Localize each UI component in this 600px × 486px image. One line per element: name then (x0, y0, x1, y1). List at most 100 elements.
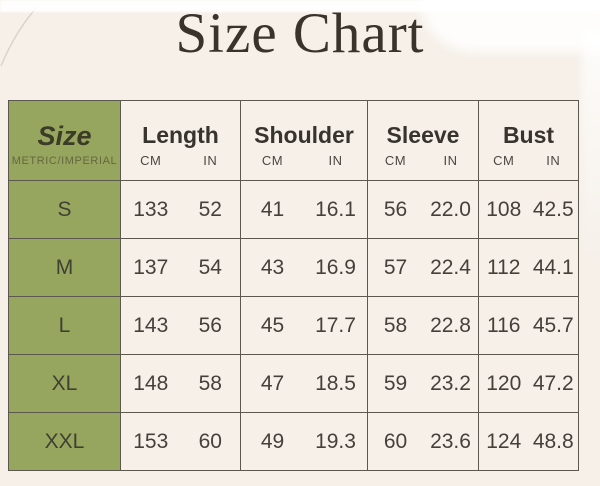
measurement-value: 116 (487, 313, 521, 337)
unit-cm-label: CM (384, 152, 407, 168)
length-units: CM IN (121, 153, 240, 168)
unit-in-label: IN (443, 152, 458, 168)
measurement-value: 22.4 (430, 255, 471, 279)
shoulder-cm-in-pair: 47 18.5 (241, 372, 367, 396)
measurement-value: 60 (198, 429, 222, 453)
shoulder-column-header: Shoulder CM IN (240, 100, 368, 181)
measurement-value: 120 (486, 371, 522, 395)
shoulder-cm-in-pair: 49 19.3 (241, 430, 367, 454)
sleeve-value-cell: 59 23.2 (367, 354, 479, 413)
size-chart-table: Size METRIC/IMPERIAL Length CM IN Should… (8, 100, 579, 471)
measurement-value: 16.9 (315, 255, 356, 279)
measurement-value: 17.7 (315, 313, 356, 337)
length-header-label: Length (142, 121, 219, 148)
unit-in-label: IN (328, 152, 343, 168)
sleeve-cm-in-pair: 57 22.4 (368, 256, 478, 280)
length-cm-in-pair: 137 54 (121, 256, 240, 280)
right-edge-glow (582, 30, 600, 270)
measurement-value: 45 (260, 313, 285, 337)
page-title: Size Chart (175, 2, 425, 65)
measurement-value: 16.1 (315, 197, 356, 221)
bust-cm-in-pair: 120 47.2 (479, 372, 578, 396)
unit-cm-label: CM (140, 152, 162, 168)
size-cell: XL (8, 354, 121, 413)
shoulder-value-cell: 43 16.9 (240, 238, 368, 297)
bust-units: CM IN (479, 153, 578, 168)
sleeve-cm-in-pair: 59 23.2 (368, 372, 478, 396)
bust-value-cell: 120 47.2 (478, 354, 579, 413)
top-white-strip (0, 0, 600, 12)
shoulder-units: CM IN (241, 153, 367, 168)
shoulder-value-cell: 49 19.3 (240, 412, 368, 471)
measurement-value: 59 (383, 371, 408, 395)
shoulder-cm-in-pair: 43 16.9 (241, 256, 367, 280)
measurement-value: 22.8 (430, 313, 471, 337)
sleeve-cm-in-pair: 56 22.0 (368, 198, 478, 222)
measurement-value: 19.3 (315, 429, 356, 453)
size-cell: L (8, 296, 121, 355)
shoulder-value-cell: 47 18.5 (240, 354, 368, 413)
measurement-value: 23.2 (430, 371, 471, 395)
length-cm-in-pair: 133 52 (121, 198, 240, 222)
length-cm-in-pair: 153 60 (121, 430, 240, 454)
measurement-value: 112 (487, 255, 521, 279)
measurement-value: 18.5 (315, 371, 356, 395)
size-cell: M (8, 238, 121, 297)
bust-value-cell: 112 44.1 (478, 238, 579, 297)
measurement-value: 54 (198, 255, 222, 279)
length-value-cell: 143 56 (120, 296, 241, 355)
measurement-value: 60 (383, 429, 408, 453)
measurement-value: 153 (133, 429, 169, 453)
shoulder-value-cell: 45 17.7 (240, 296, 368, 355)
measurement-value: 56 (383, 197, 408, 221)
shoulder-cm-in-pair: 45 17.7 (241, 314, 367, 338)
measurement-value: 47 (260, 371, 285, 395)
bust-cm-in-pair: 116 45.7 (479, 314, 578, 338)
length-cm-in-pair: 148 58 (121, 372, 240, 396)
shoulder-value-cell: 41 16.1 (240, 180, 368, 239)
sleeve-value-cell: 60 23.6 (367, 412, 479, 471)
bust-value-cell: 116 45.7 (478, 296, 579, 355)
sleeve-cm-in-pair: 58 22.8 (368, 314, 478, 338)
unit-cm-label: CM (493, 152, 515, 168)
bust-cm-in-pair: 112 44.1 (479, 256, 578, 280)
sleeve-column-header: Sleeve CM IN (367, 100, 479, 181)
bust-value-cell: 124 48.8 (478, 412, 579, 471)
measurement-value: 49 (260, 429, 285, 453)
measurement-value: 58 (198, 371, 222, 395)
table-row: S 133 52 41 16.1 56 22.0 108 42.5 (8, 180, 579, 239)
length-value-cell: 137 54 (120, 238, 241, 297)
shoulder-header-label: Shoulder (254, 121, 354, 148)
measurement-value: 143 (133, 313, 169, 337)
sleeve-cm-in-pair: 60 23.6 (368, 430, 478, 454)
measurement-value: 108 (486, 197, 522, 221)
size-header-sublabel: METRIC/IMPERIAL (11, 154, 118, 167)
bust-cm-in-pair: 108 42.5 (479, 198, 578, 222)
measurement-value: 43 (260, 255, 285, 279)
shoulder-cm-in-pair: 41 16.1 (241, 198, 367, 222)
length-column-header: Length CM IN (120, 100, 241, 181)
measurement-value: 137 (133, 255, 169, 279)
measurement-value: 23.6 (430, 429, 471, 453)
measurement-value: 47.2 (532, 371, 574, 395)
measurement-value: 148 (133, 371, 169, 395)
measurement-value: 45.7 (532, 313, 574, 337)
measurement-value: 22.0 (430, 197, 471, 221)
table-row: XL 148 58 47 18.5 59 23.2 120 47.2 (8, 354, 579, 413)
sleeve-value-cell: 57 22.4 (367, 238, 479, 297)
table-row: XXL 153 60 49 19.3 60 23.6 124 48.8 (8, 412, 579, 471)
sleeve-units: CM IN (368, 153, 478, 168)
bust-value-cell: 108 42.5 (478, 180, 579, 239)
sleeve-value-cell: 58 22.8 (367, 296, 479, 355)
length-cm-in-pair: 143 56 (121, 314, 240, 338)
length-value-cell: 148 58 (120, 354, 241, 413)
size-header-label: Size (37, 120, 92, 151)
length-value-cell: 153 60 (120, 412, 241, 471)
unit-in-label: IN (546, 152, 561, 168)
measurement-value: 44.1 (532, 255, 574, 279)
size-cell: S (8, 180, 121, 239)
measurement-value: 41 (260, 197, 285, 221)
bust-header-label: Bust (502, 121, 555, 148)
table-row: M 137 54 43 16.9 57 22.4 112 44.1 (8, 238, 579, 297)
